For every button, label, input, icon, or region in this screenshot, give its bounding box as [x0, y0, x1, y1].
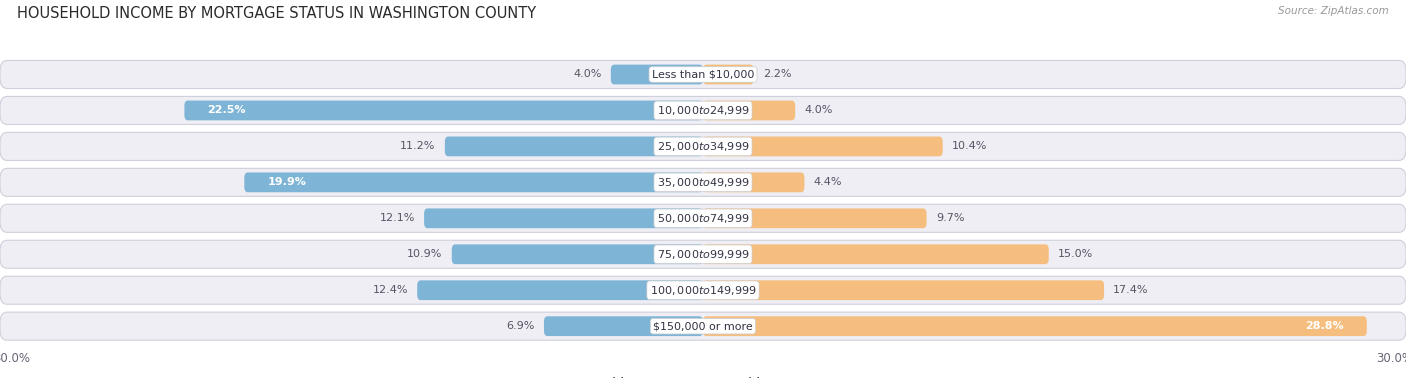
- Text: 12.4%: 12.4%: [373, 285, 408, 295]
- Legend: Without Mortgage, With Mortgage: Without Mortgage, With Mortgage: [576, 372, 830, 378]
- FancyBboxPatch shape: [245, 172, 703, 192]
- Text: 11.2%: 11.2%: [401, 141, 436, 152]
- Text: 4.0%: 4.0%: [804, 105, 832, 115]
- Text: Less than $10,000: Less than $10,000: [652, 70, 754, 79]
- FancyBboxPatch shape: [425, 208, 703, 228]
- FancyBboxPatch shape: [444, 136, 703, 156]
- Text: $25,000 to $34,999: $25,000 to $34,999: [657, 140, 749, 153]
- FancyBboxPatch shape: [703, 280, 1104, 300]
- FancyBboxPatch shape: [703, 101, 796, 120]
- Text: 22.5%: 22.5%: [208, 105, 246, 115]
- Text: 10.9%: 10.9%: [408, 249, 443, 259]
- Text: 28.8%: 28.8%: [1305, 321, 1344, 331]
- Text: 12.1%: 12.1%: [380, 213, 415, 223]
- FancyBboxPatch shape: [0, 168, 1406, 197]
- FancyBboxPatch shape: [0, 240, 1406, 268]
- FancyBboxPatch shape: [703, 208, 927, 228]
- FancyBboxPatch shape: [703, 316, 1367, 336]
- Text: 17.4%: 17.4%: [1114, 285, 1149, 295]
- Text: 6.9%: 6.9%: [506, 321, 534, 331]
- FancyBboxPatch shape: [0, 204, 1406, 232]
- Text: $50,000 to $74,999: $50,000 to $74,999: [657, 212, 749, 225]
- Text: 9.7%: 9.7%: [936, 213, 965, 223]
- Text: $150,000 or more: $150,000 or more: [654, 321, 752, 331]
- FancyBboxPatch shape: [0, 276, 1406, 304]
- FancyBboxPatch shape: [418, 280, 703, 300]
- FancyBboxPatch shape: [0, 312, 1406, 340]
- FancyBboxPatch shape: [544, 316, 703, 336]
- FancyBboxPatch shape: [451, 245, 703, 264]
- FancyBboxPatch shape: [0, 96, 1406, 124]
- FancyBboxPatch shape: [703, 65, 754, 84]
- FancyBboxPatch shape: [703, 172, 804, 192]
- Text: $100,000 to $149,999: $100,000 to $149,999: [650, 284, 756, 297]
- FancyBboxPatch shape: [0, 60, 1406, 88]
- Text: $35,000 to $49,999: $35,000 to $49,999: [657, 176, 749, 189]
- Text: 15.0%: 15.0%: [1057, 249, 1094, 259]
- FancyBboxPatch shape: [610, 65, 703, 84]
- Text: 19.9%: 19.9%: [267, 177, 307, 187]
- Text: 4.0%: 4.0%: [574, 70, 602, 79]
- Text: $75,000 to $99,999: $75,000 to $99,999: [657, 248, 749, 261]
- Text: 10.4%: 10.4%: [952, 141, 987, 152]
- Text: $10,000 to $24,999: $10,000 to $24,999: [657, 104, 749, 117]
- Text: Source: ZipAtlas.com: Source: ZipAtlas.com: [1278, 6, 1389, 15]
- Text: 4.4%: 4.4%: [814, 177, 842, 187]
- Text: HOUSEHOLD INCOME BY MORTGAGE STATUS IN WASHINGTON COUNTY: HOUSEHOLD INCOME BY MORTGAGE STATUS IN W…: [17, 6, 536, 21]
- FancyBboxPatch shape: [0, 132, 1406, 160]
- FancyBboxPatch shape: [184, 101, 703, 120]
- Text: 2.2%: 2.2%: [763, 70, 792, 79]
- FancyBboxPatch shape: [703, 136, 942, 156]
- FancyBboxPatch shape: [703, 245, 1049, 264]
